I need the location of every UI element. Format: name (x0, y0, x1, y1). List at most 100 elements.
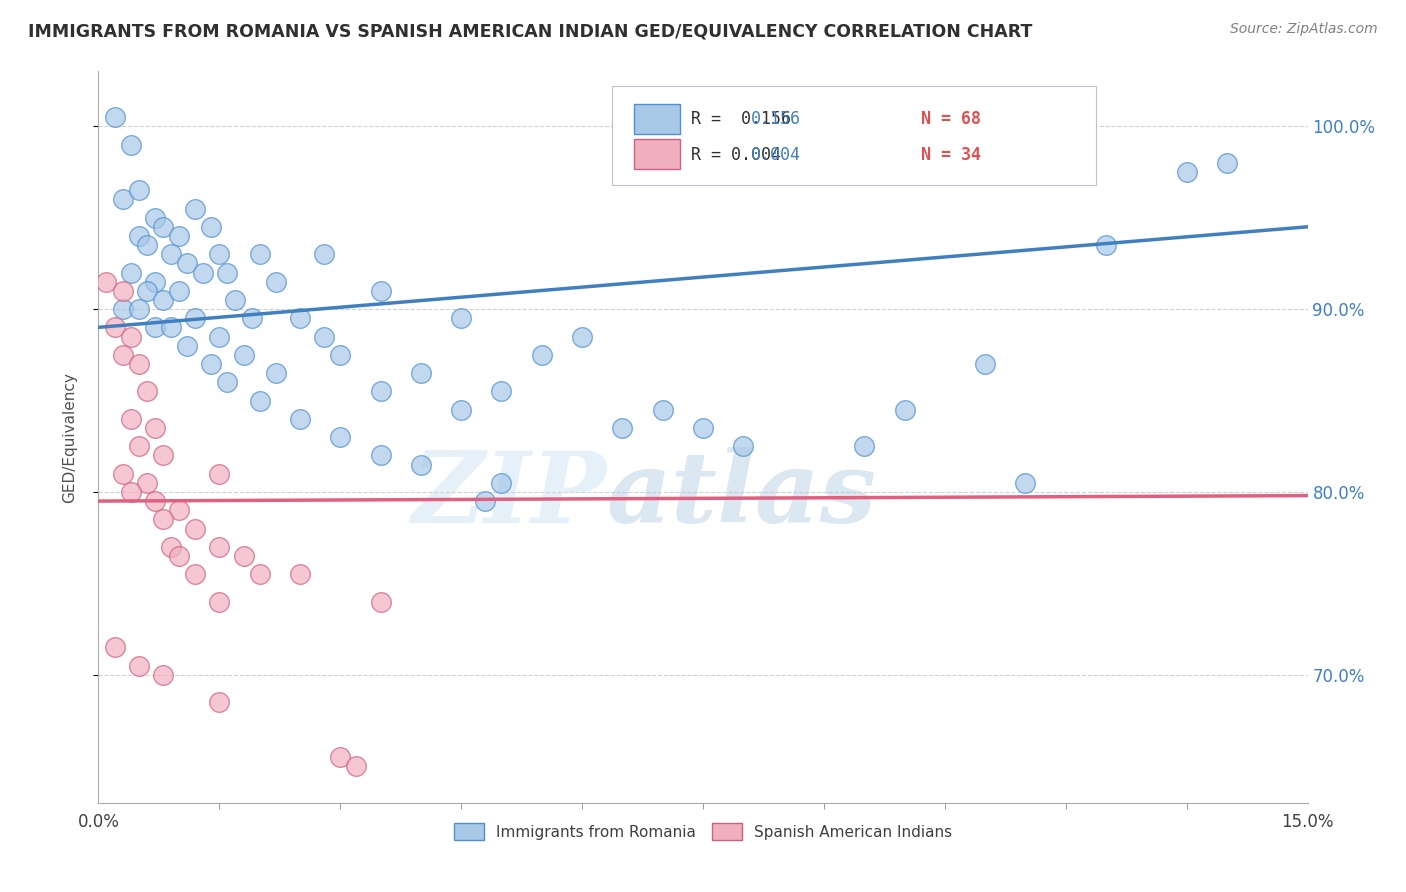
Point (120, 137, 142, 152)
Point (249, 247, 271, 261)
Point (240, 311, 263, 326)
Point (329, 430, 352, 444)
Point (135, 384, 157, 399)
Point (135, 284, 157, 298)
Point (314, 247, 336, 261)
Point (152, 293, 174, 307)
Point (249, 393, 271, 408)
Point (208, 540, 231, 554)
Point (288, 412, 311, 426)
Point (1014, 475, 1036, 490)
Point (651, 402, 673, 417)
Text: R =  0.156: R = 0.156 (690, 110, 792, 128)
Point (128, 658, 150, 673)
Point (111, 301, 134, 317)
Point (208, 695, 231, 709)
Point (111, 348, 134, 362)
Text: N = 68: N = 68 (921, 110, 980, 128)
Point (128, 183, 150, 197)
Point (143, 211, 166, 225)
Point (288, 311, 311, 326)
Point (491, 384, 513, 399)
Point (120, 329, 142, 343)
Point (344, 759, 367, 773)
Point (96, 275, 118, 289)
Point (128, 357, 150, 371)
Bar (634, 104, 681, 134)
Point (135, 238, 157, 252)
Point (450, 311, 472, 326)
Point (232, 348, 254, 362)
Point (208, 594, 231, 608)
Point (111, 467, 134, 481)
Point (370, 284, 392, 298)
Point (1175, 165, 1198, 179)
Point (152, 668, 174, 682)
Point (450, 402, 472, 417)
Point (314, 329, 336, 343)
Point (370, 384, 392, 399)
Point (160, 320, 183, 334)
Point (853, 439, 876, 453)
Point (184, 311, 207, 326)
Point (974, 357, 997, 371)
Point (288, 567, 311, 582)
Point (208, 329, 231, 343)
Point (120, 485, 142, 500)
Point (232, 549, 254, 563)
FancyBboxPatch shape (613, 86, 1097, 185)
Point (409, 366, 432, 380)
Point (193, 266, 215, 280)
Point (200, 219, 222, 234)
Point (217, 266, 239, 280)
Point (103, 640, 125, 655)
Point (370, 448, 392, 462)
Point (128, 439, 150, 453)
Point (264, 275, 287, 289)
Point (143, 421, 166, 435)
Point (135, 475, 157, 490)
Point (208, 247, 231, 261)
Point (409, 458, 432, 472)
Point (217, 376, 239, 390)
Text: ZIP: ZIP (412, 448, 606, 544)
Bar (634, 139, 681, 169)
Point (111, 284, 134, 298)
Point (208, 467, 231, 481)
Point (329, 348, 352, 362)
Point (152, 448, 174, 462)
Point (152, 219, 174, 234)
Text: N = 34: N = 34 (921, 146, 980, 164)
Text: 0.156: 0.156 (751, 110, 801, 128)
Point (167, 503, 190, 517)
Point (176, 256, 198, 270)
Text: Source: ZipAtlas.com: Source: ZipAtlas.com (1230, 22, 1378, 37)
Point (184, 202, 207, 216)
Point (692, 421, 714, 435)
Text: 0.004: 0.004 (751, 146, 801, 164)
Point (612, 421, 634, 435)
Point (224, 293, 246, 307)
Point (143, 494, 166, 508)
Text: R = 0.004: R = 0.004 (690, 146, 780, 164)
Point (474, 494, 496, 508)
Point (128, 229, 150, 244)
Text: atlas: atlas (606, 448, 876, 544)
Point (120, 266, 142, 280)
Point (1216, 155, 1239, 169)
Point (103, 110, 125, 124)
Point (733, 439, 755, 453)
Point (167, 229, 190, 244)
Point (1095, 238, 1118, 252)
Point (329, 750, 352, 764)
Point (249, 567, 271, 582)
Point (152, 512, 174, 526)
Point (167, 284, 190, 298)
Point (200, 357, 222, 371)
Point (128, 301, 150, 317)
Point (571, 329, 593, 343)
Legend: Immigrants from Romania, Spanish American Indians: Immigrants from Romania, Spanish America… (447, 816, 959, 847)
Point (491, 475, 513, 490)
Point (143, 320, 166, 334)
Point (893, 402, 915, 417)
